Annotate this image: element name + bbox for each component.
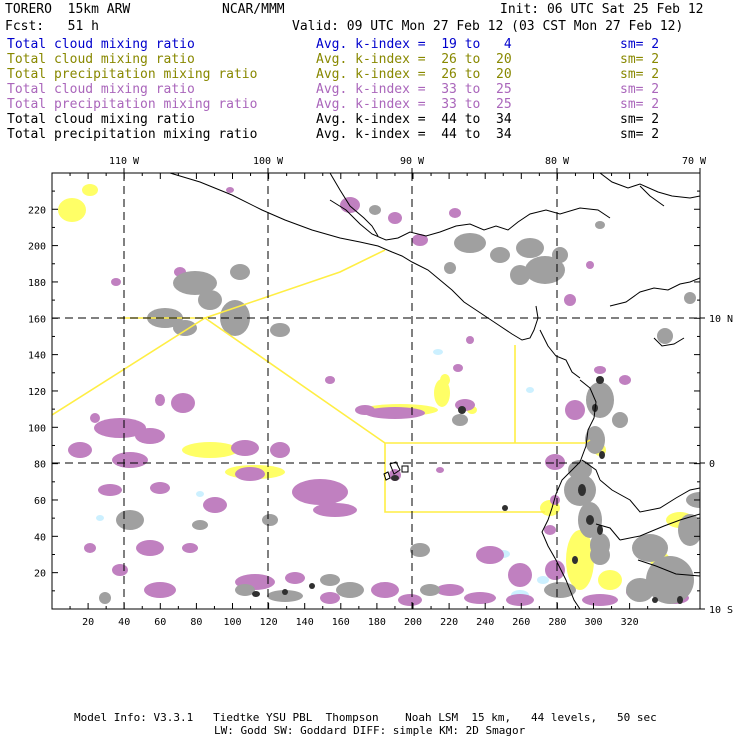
legend-kindex: Avg. k-index = 44 to 34: [316, 127, 512, 142]
legend-kindex: Avg. k-index = 26 to 20: [316, 67, 512, 82]
x-tick-label: 160: [332, 617, 350, 628]
legend-sm: sm= 2: [620, 97, 660, 112]
legend-kindex: Avg. k-index = 44 to 34: [316, 112, 512, 127]
legend-field: Total cloud mixing ratio: [7, 37, 195, 52]
gray-cloud-layer: [99, 205, 700, 604]
x-axis-ticks: 20 40 60 80 100 120 140 160 180 200 220 240 260 280 30…: [69, 173, 649, 628]
legend-field: Total precipitation mixing ratio: [7, 127, 258, 142]
longitude-label: 70 W: [682, 156, 707, 167]
x-tick-label: 280: [548, 617, 566, 628]
longitude-label: 80 W: [545, 156, 570, 167]
region-boundaries: [52, 249, 591, 513]
y-tick-label: 60: [34, 496, 46, 507]
x-tick-label: 140: [296, 617, 314, 628]
y-tick-label: 220: [28, 205, 46, 216]
y-tick-label: 200: [28, 242, 46, 253]
x-tick-label: 220: [440, 617, 458, 628]
model-name: TORERO 15km ARW: [5, 2, 131, 17]
legend-sm: sm= 2: [620, 67, 660, 82]
latitude-label: 10 N: [709, 314, 733, 325]
x-tick-label: 20: [82, 617, 94, 628]
legend-kindex: Avg. k-index = 19 to 4: [316, 37, 512, 52]
legend-sm: sm= 2: [620, 52, 660, 67]
y-tick-label: 140: [28, 351, 46, 362]
x-tick-label: 260: [512, 617, 530, 628]
latitude-labels: 10 N 0 10 S: [700, 314, 733, 616]
model-info-line2: LW: Godd SW: Goddard DIFF: simple KM: 2D…: [214, 724, 526, 737]
magenta-precip-layer: [68, 187, 689, 606]
x-tick-label: 100: [223, 617, 241, 628]
legend-kindex: Avg. k-index = 26 to 20: [316, 52, 512, 67]
y-tick-label: 20: [34, 569, 46, 580]
x-tick-label: 320: [621, 617, 639, 628]
y-tick-label: 180: [28, 278, 46, 289]
longitude-label: 100 W: [253, 156, 284, 167]
longitude-label: 110 W: [109, 156, 140, 167]
x-tick-label: 40: [118, 617, 130, 628]
legend-sm: sm= 2: [620, 82, 660, 97]
legend-sm: sm= 2: [620, 37, 660, 52]
legend-kindex: Avg. k-index = 33 to 25: [316, 97, 512, 112]
coastlines: [169, 173, 700, 609]
x-tick-label: 200: [404, 617, 422, 628]
y-tick-label: 100: [28, 423, 46, 434]
legend-sm: sm= 2: [620, 112, 660, 127]
model-info-line1: Model Info: V3.3.1 Tiedtke YSU PBL Thomp…: [74, 711, 657, 724]
x-tick-label: 240: [476, 617, 494, 628]
x-tick-label: 120: [260, 617, 278, 628]
legend-field: Total cloud mixing ratio: [7, 112, 195, 127]
latitude-label: 10 S: [709, 605, 733, 616]
y-axis-ticks: 20 40 60 80 100 120 140 160 180 200 220: [28, 190, 700, 592]
organization: NCAR/MMM: [222, 2, 285, 17]
legend-field: Total precipitation mixing ratio: [7, 97, 258, 112]
x-tick-label: 60: [154, 617, 166, 628]
y-tick-label: 80: [34, 460, 46, 471]
latitude-label: 0: [709, 459, 715, 470]
y-tick-label: 120: [28, 387, 46, 398]
longitude-label: 90 W: [400, 156, 425, 167]
longitude-labels: 110 W 100 W 90 W 80 W 70 W: [109, 156, 707, 173]
graticule: [52, 173, 700, 609]
y-tick-label: 160: [28, 314, 46, 325]
x-tick-label: 180: [368, 617, 386, 628]
x-tick-label: 80: [190, 617, 202, 628]
x-tick-label: 300: [584, 617, 602, 628]
valid-time: Valid: 09 UTC Mon 27 Feb 12 (03 CST Mon …: [292, 19, 684, 34]
y-tick-label: 40: [34, 532, 46, 543]
forecast-hour: Fcst: 51 h: [5, 19, 99, 34]
legend-kindex: Avg. k-index = 33 to 25: [316, 82, 512, 97]
legend-field: Total cloud mixing ratio: [7, 82, 195, 97]
legend-field: Total cloud mixing ratio: [7, 52, 195, 67]
init-time: Init: 06 UTC Sat 25 Feb 12: [500, 2, 704, 17]
legend-sm: sm= 2: [620, 127, 660, 142]
legend-field: Total precipitation mixing ratio: [7, 67, 258, 82]
